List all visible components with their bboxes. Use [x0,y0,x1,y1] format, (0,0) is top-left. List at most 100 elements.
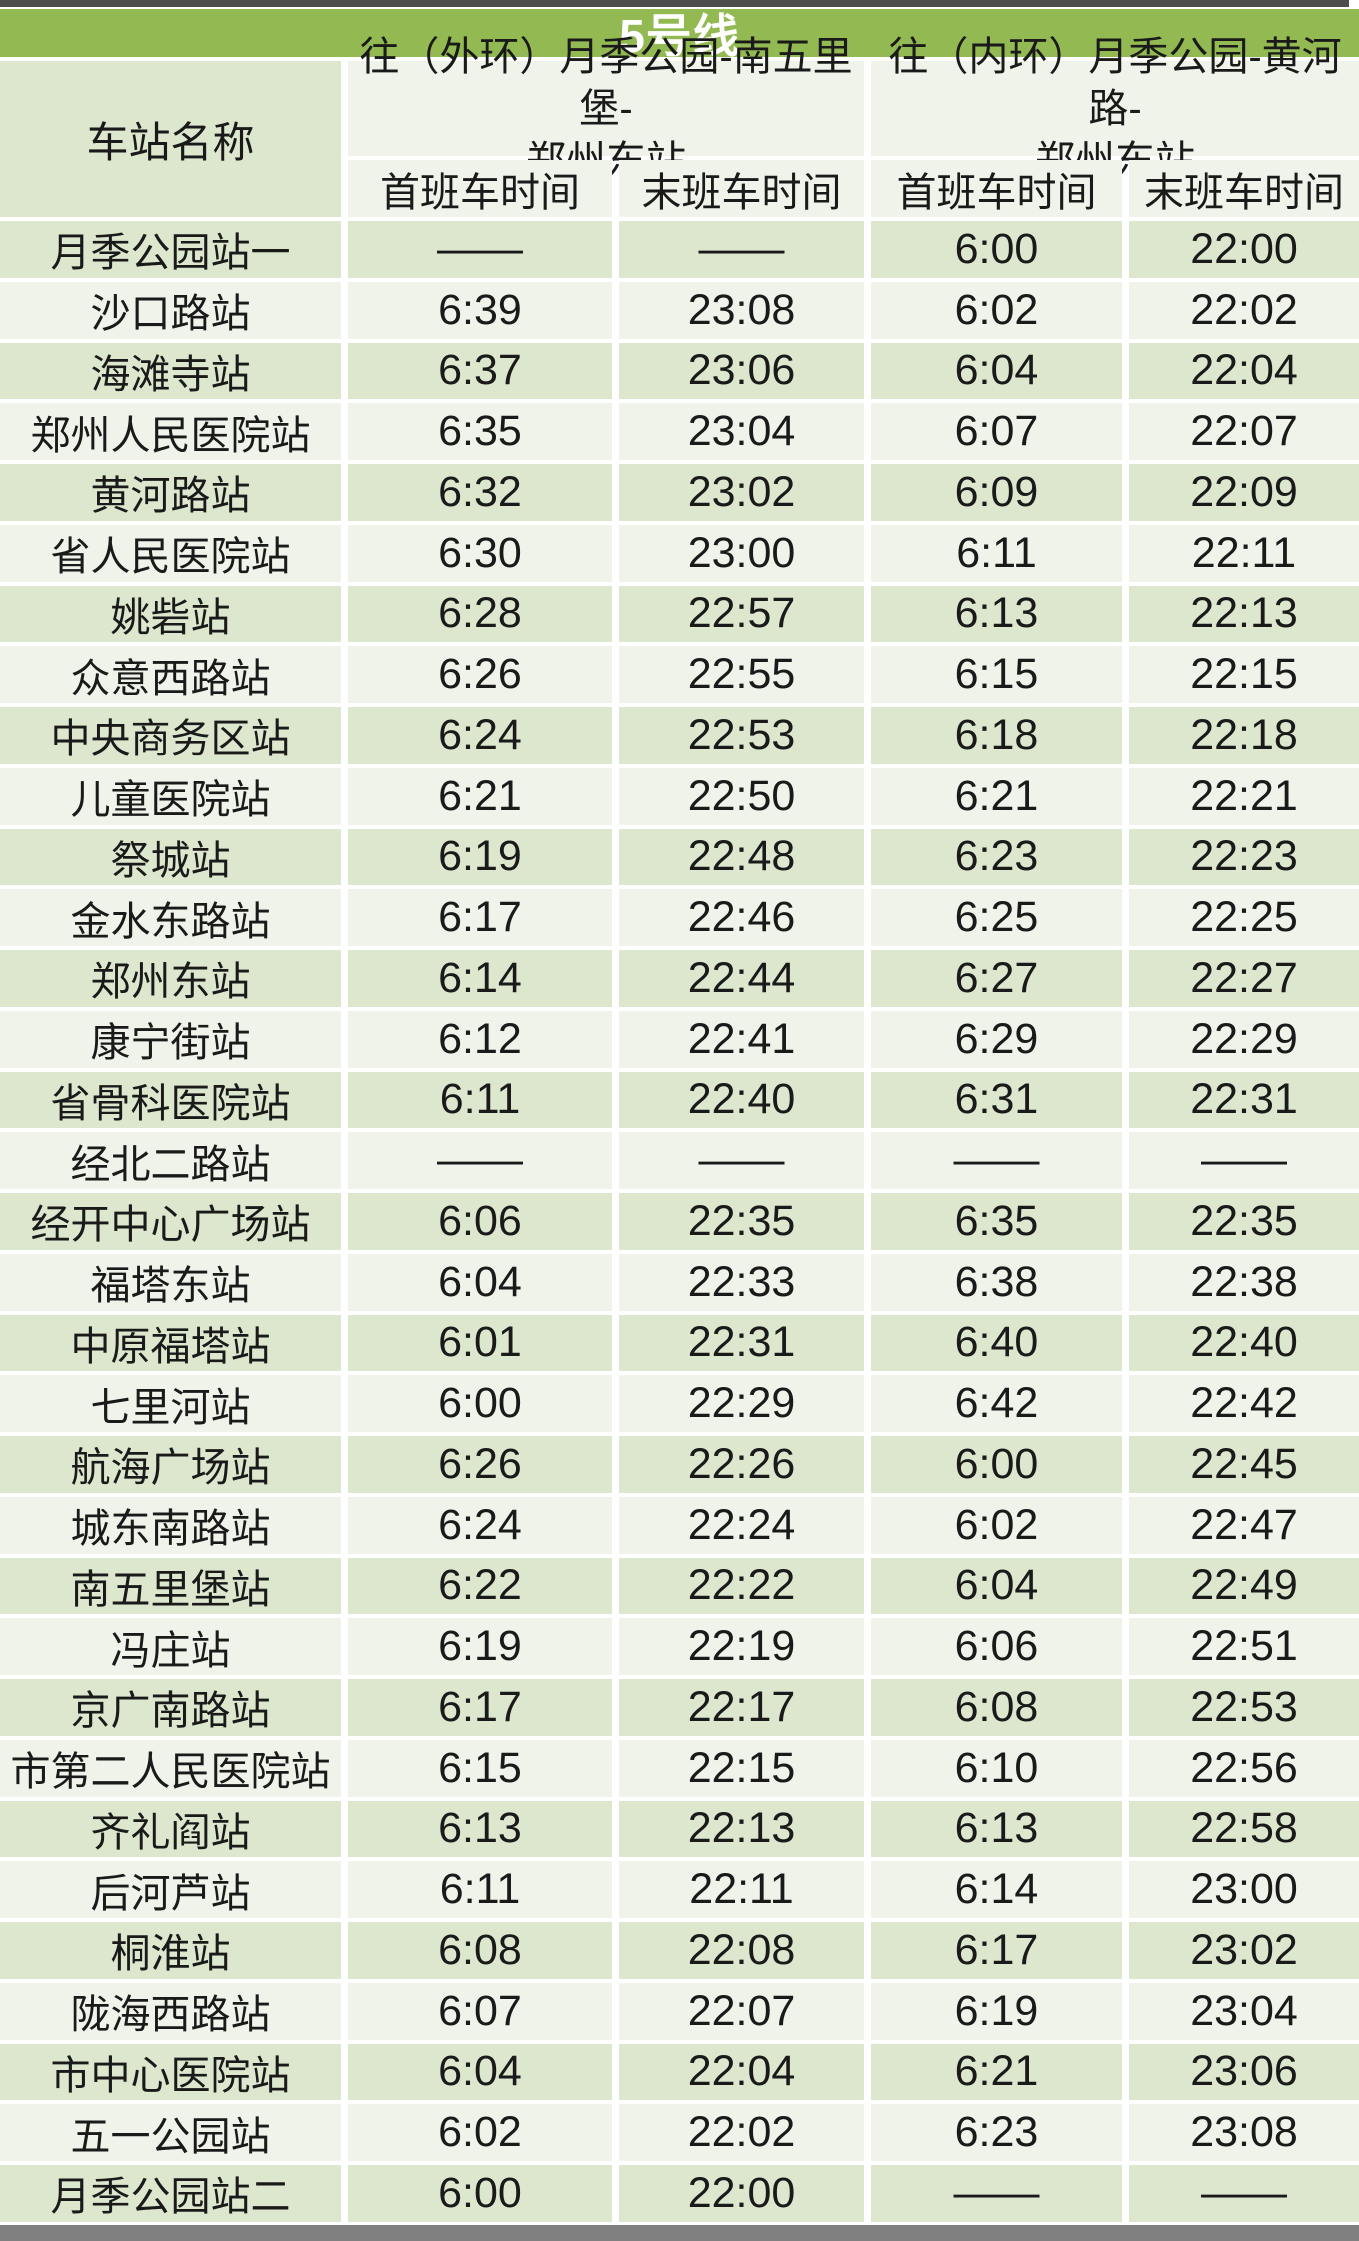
time-cell: 22:11 [619,1861,864,1918]
time-cell: 23:00 [619,524,864,582]
time-cell: 22:31 [1129,1071,1359,1129]
time-cell: 22:17 [619,1679,864,1736]
time-cell: 22:31 [619,1314,864,1372]
time-cell: —— [619,221,864,278]
time-cell: 6:19 [348,1618,612,1675]
station-name-cell: 福塔东站 [0,1253,341,1311]
station-name-cell: 众意西路站 [0,646,341,703]
time-cell: 22:53 [1129,1679,1359,1736]
time-cell: 6:37 [348,342,612,400]
time-cell: 22:02 [1129,281,1359,339]
time-cell: 6:07 [871,403,1122,460]
time-cell: 22:13 [1129,585,1359,643]
station-name-cell: 经开中心广场站 [0,1193,341,1250]
time-cell: 22:50 [619,767,864,825]
time-cell: 6:11 [348,1861,612,1918]
time-cell: —— [871,1132,1122,1189]
time-cell: 6:29 [871,1010,1122,1068]
time-cell: 6:04 [871,1557,1122,1615]
time-cell: 6:18 [871,707,1122,764]
station-name-cell: 祭城站 [0,828,341,886]
time-cell: 22:40 [619,1071,864,1129]
time-cell: 22:04 [1129,342,1359,400]
time-cell: 6:26 [348,1436,612,1493]
time-cell: 22:13 [619,1800,864,1858]
time-cell: —— [348,1132,612,1189]
time-cell: 22:02 [619,2104,864,2161]
time-cell: 6:17 [871,1922,1122,1979]
time-cell: 6:35 [871,1193,1122,1250]
time-cell: 22:22 [619,1557,864,1615]
time-cell: 22:35 [619,1193,864,1250]
station-col-header: 车站名称 [0,61,341,217]
time-cell: 6:00 [871,221,1122,278]
time-cell: 22:18 [1129,707,1359,764]
time-cell: 6:21 [871,767,1122,825]
time-cell: 6:27 [871,950,1122,1007]
station-name-cell: 七里河站 [0,1375,341,1432]
time-cell: 6:02 [348,2104,612,2161]
time-cell: 22:15 [619,1739,864,1797]
time-cell: 6:28 [348,585,612,643]
station-name-cell: 城东南路站 [0,1496,341,1554]
time-cell: 22:56 [1129,1739,1359,1797]
time-cell: 6:13 [871,1800,1122,1858]
time-cell: 6:32 [348,464,612,521]
time-cell: 23:08 [1129,2104,1359,2161]
station-name-cell: 省人民医院站 [0,524,341,582]
station-name-cell: 冯庄站 [0,1618,341,1675]
time-cell: 22:40 [1129,1314,1359,1372]
direction-header-inner-loop: 往（内环）月季公园-黄河路- 郑州东站 [871,35,1359,183]
station-name-cell: 中央商务区站 [0,707,341,764]
station-name-cell: 京广南路站 [0,1679,341,1736]
time-cell: 22:08 [619,1922,864,1979]
time-cell: 6:24 [348,1496,612,1554]
time-cell: 6:17 [348,889,612,946]
time-cell: 6:19 [348,828,612,886]
time-cell: 22:46 [619,889,864,946]
station-name-cell: 南五里堡站 [0,1557,341,1615]
station-name-cell: 儿童医院站 [0,767,341,825]
time-cell: 6:25 [871,889,1122,946]
time-cell: 6:08 [871,1679,1122,1736]
time-cell: 22:51 [1129,1618,1359,1675]
time-cell: 6:19 [871,1982,1122,2040]
time-cell: 22:47 [1129,1496,1359,1554]
time-cell: 6:23 [871,828,1122,886]
time-cell: 6:15 [348,1739,612,1797]
time-cell: 22:09 [1129,464,1359,521]
station-name-cell: 后河芦站 [0,1861,341,1918]
time-cell: 6:10 [871,1739,1122,1797]
time-cell: 22:23 [1129,828,1359,886]
time-cell: 6:26 [348,646,612,703]
time-cell: 6:40 [871,1314,1122,1372]
time-cell: 22:53 [619,707,864,764]
line-title: 5号线 [619,10,740,62]
time-cell: 22:15 [1129,646,1359,703]
time-cell: 23:02 [1129,1922,1359,1979]
station-name-cell: 月季公园站二 [0,2165,341,2222]
time-cell: 6:00 [871,1436,1122,1493]
time-cell: 23:06 [1129,2043,1359,2101]
time-cell: 6:17 [348,1679,612,1736]
time-cell: 22:42 [1129,1375,1359,1432]
time-cell: 6:04 [871,342,1122,400]
time-cell: 22:38 [1129,1253,1359,1311]
subheader-outer-first-train: 首班车时间 [348,160,612,217]
time-cell: 6:02 [871,281,1122,339]
station-name-cell: 姚砦站 [0,585,341,643]
time-cell: —— [1129,1132,1359,1189]
bottom-gray-strip [0,2225,1359,2241]
station-name-cell: 陇海西路站 [0,1982,341,2040]
time-cell: 6:06 [871,1618,1122,1675]
time-cell: 22:29 [619,1375,864,1432]
line-title-bar: 5号线 [0,9,1359,62]
time-cell: 22:26 [619,1436,864,1493]
time-cell: 6:39 [348,281,612,339]
time-cell: 22:29 [1129,1010,1359,1068]
time-cell: 6:04 [348,1253,612,1311]
station-name-cell: 郑州人民医院站 [0,403,341,460]
station-name-cell: 海滩寺站 [0,342,341,400]
station-name-cell: 市第二人民医院站 [0,1739,341,1797]
